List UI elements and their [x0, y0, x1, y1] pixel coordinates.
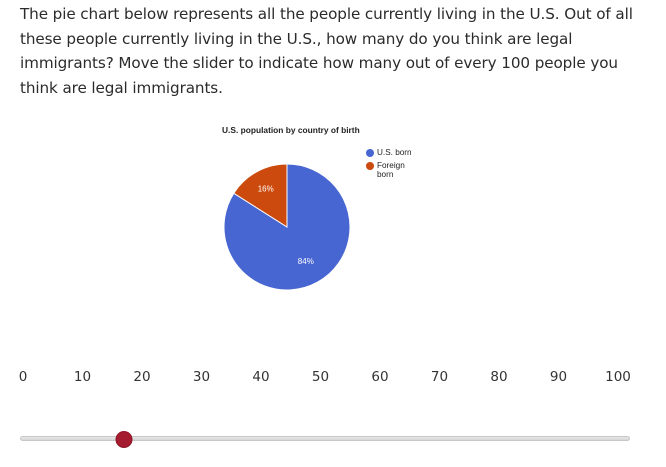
scale-label: 20 — [133, 369, 151, 385]
legend-label: U.S. born — [377, 148, 412, 157]
pie-slice-foreign-born — [233, 163, 288, 228]
pie-chart: U.S. population by country of birth 84% 1… — [205, 120, 435, 305]
pie-chart-svg: 84% 16% — [223, 163, 351, 291]
legend-item-us-born: U.S. born — [366, 148, 417, 158]
scale-label: 60 — [371, 369, 389, 385]
scale-label: 50 — [311, 369, 330, 385]
scale-label: 80 — [490, 369, 508, 385]
slider-thumb[interactable] — [115, 431, 133, 448]
scale-label: 90 — [549, 369, 568, 385]
scale-label: 0 — [18, 369, 28, 385]
legend-label: Foreign born — [377, 160, 405, 180]
slider-track[interactable] — [20, 436, 630, 441]
chart-legend: U.S. born Foreign born — [366, 148, 417, 183]
legend-item-foreign-born: Foreign born — [366, 161, 417, 180]
scale-label: 100 — [605, 369, 631, 385]
legend-swatch — [366, 161, 374, 170]
question-text: The pie chart below represents all the p… — [20, 5, 633, 97]
scale-label: 70 — [430, 369, 449, 385]
legend-swatch — [366, 149, 374, 157]
slider-scale: 0 10 20 30 40 50 60 70 80 90 100 — [0, 369, 666, 389]
pie-slice-label: 84% — [298, 257, 314, 266]
pie-slice-label: 16% — [258, 184, 274, 193]
scale-label: 30 — [192, 369, 211, 385]
chart-title: U.S. population by country of birth — [222, 125, 360, 135]
scale-label: 10 — [73, 369, 92, 385]
scale-label: 40 — [252, 369, 270, 385]
